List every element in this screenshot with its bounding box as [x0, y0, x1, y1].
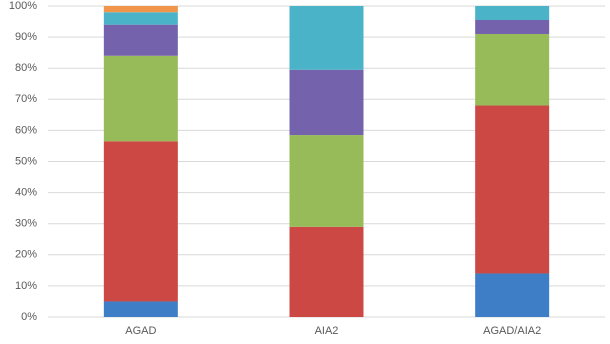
- x-tick-label: AIA2: [315, 325, 339, 337]
- bar-segment: [475, 105, 550, 274]
- y-tick-label: 90%: [15, 31, 37, 43]
- bar-segment: [475, 273, 550, 317]
- bar-segment: [475, 6, 550, 20]
- x-tick-label: AGAD: [125, 325, 156, 337]
- bar-segment: [289, 226, 364, 317]
- bar-segment: [475, 19, 550, 34]
- y-tick-label: 20%: [15, 249, 37, 261]
- y-tick-label: 10%: [15, 280, 37, 292]
- y-tick-label: 70%: [15, 93, 37, 105]
- y-tick-label: 40%: [15, 187, 37, 199]
- bar-segment: [289, 69, 364, 136]
- y-tick-label: 100%: [9, 0, 37, 12]
- x-tick-label: AGAD/AIA2: [483, 325, 541, 337]
- bar-segment: [103, 24, 178, 56]
- bar-segment: [103, 301, 178, 317]
- bar-segment: [103, 12, 178, 25]
- bar-segment: [103, 55, 178, 142]
- y-tick-label: 30%: [15, 218, 37, 230]
- y-tick-label: 50%: [15, 155, 37, 167]
- y-tick-label: 80%: [15, 62, 37, 74]
- bar-segment: [103, 6, 178, 13]
- bar-segment: [475, 33, 550, 106]
- bar-segment: [103, 141, 178, 302]
- bar-segment: [289, 135, 364, 227]
- bar-segment: [289, 6, 364, 70]
- y-tick-label: 60%: [15, 124, 37, 136]
- y-tick-label: 0%: [21, 311, 37, 323]
